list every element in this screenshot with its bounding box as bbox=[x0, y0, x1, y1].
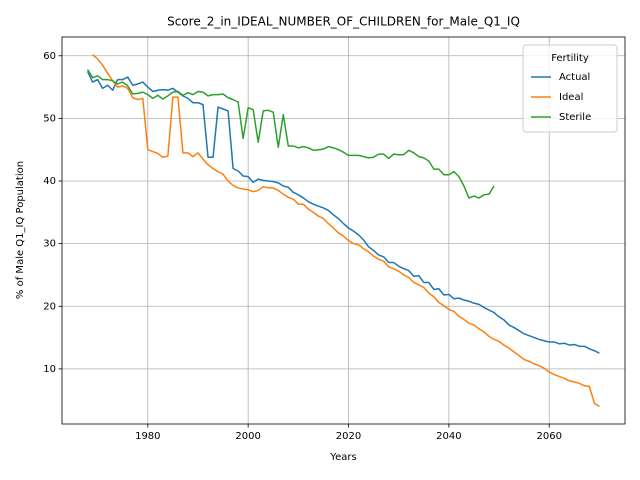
legend: Fertility Actual Ideal Sterile bbox=[522, 44, 618, 133]
y-axis-label: % of Male Q1_IQ Population bbox=[15, 161, 26, 299]
y-tick-label: 50 bbox=[43, 113, 56, 124]
x-tick-label: 1980 bbox=[135, 431, 160, 442]
series-line bbox=[92, 53, 600, 408]
x-tick-label: 2040 bbox=[436, 431, 461, 442]
legend-label: Actual bbox=[559, 72, 590, 83]
y-tick-label: 10 bbox=[43, 364, 56, 375]
x-tick-label: 2060 bbox=[537, 431, 562, 442]
legend-label: Ideal bbox=[559, 92, 583, 103]
x-tick-label: 2020 bbox=[336, 431, 361, 442]
chart-title: Score_2_in_IDEAL_NUMBER_OF_CHILDREN_for_… bbox=[167, 15, 520, 29]
series-line bbox=[86, 69, 495, 199]
x-tick-label: 2000 bbox=[235, 431, 260, 442]
legend-label: Sterile bbox=[559, 112, 591, 123]
y-tick-label: 40 bbox=[43, 176, 56, 187]
series-line bbox=[86, 71, 600, 354]
x-axis-label: Years bbox=[329, 452, 356, 463]
y-tick-label: 60 bbox=[43, 51, 56, 62]
legend-title: Fertility bbox=[551, 53, 589, 64]
y-tick-label: 30 bbox=[43, 239, 56, 250]
y-tick-label: 20 bbox=[43, 301, 56, 312]
legend-box bbox=[522, 44, 618, 133]
axes-frame bbox=[61, 36, 626, 425]
